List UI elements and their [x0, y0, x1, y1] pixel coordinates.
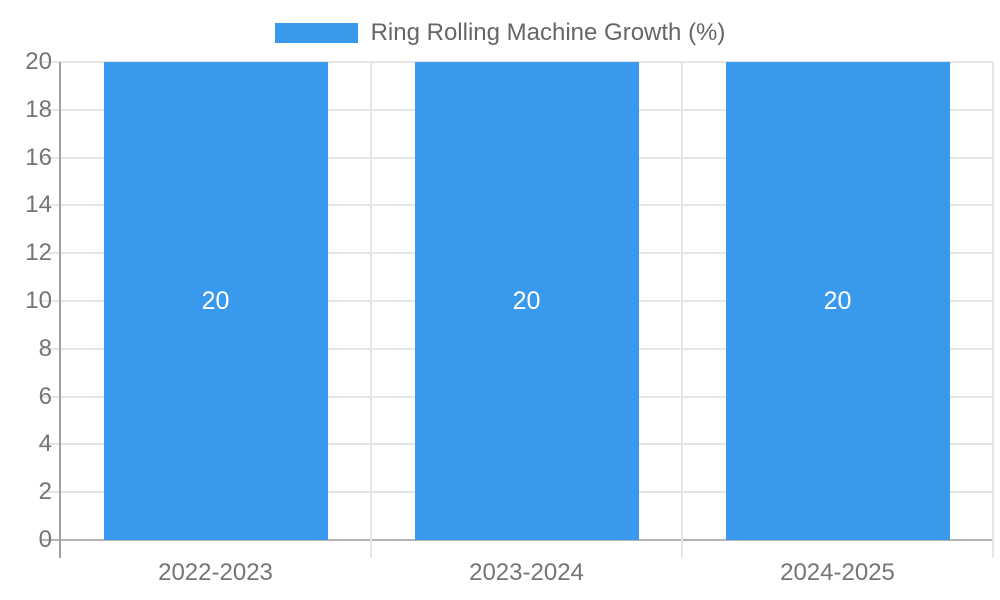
category-gridline [370, 62, 372, 558]
category-gridline [992, 62, 994, 558]
legend-swatch-icon [274, 23, 358, 43]
bar-value-label: 20 [201, 287, 230, 315]
y-tick-label: 18 [25, 95, 52, 123]
y-tick-label: 12 [25, 239, 52, 267]
category-gridline [681, 62, 683, 558]
chart-legend[interactable]: Ring Rolling Machine Growth (%) [0, 19, 1000, 47]
y-tick-label: 6 [38, 382, 52, 410]
y-tick-label: 2 [38, 478, 52, 506]
y-tick-label: 14 [25, 191, 52, 219]
bar-value-label: 20 [512, 287, 541, 315]
y-tick-label: 16 [25, 143, 52, 171]
y-tick-label: 8 [38, 334, 52, 362]
x-axis-label: 2022-2023 [158, 559, 273, 586]
bar[interactable] [414, 62, 639, 540]
y-axis-line [59, 62, 61, 558]
legend-label: Ring Rolling Machine Growth (%) [370, 19, 726, 46]
bar[interactable] [103, 62, 328, 540]
bar-value-label: 20 [823, 287, 852, 315]
x-axis-label: 2024-2025 [780, 559, 895, 586]
x-axis-label: 2023-2024 [469, 559, 584, 586]
y-tick-label: 20 [25, 48, 52, 75]
bar[interactable] [725, 62, 950, 540]
y-tick-label: 0 [38, 526, 52, 553]
y-tick-label: 10 [25, 287, 52, 314]
zero-gridline [42, 539, 993, 541]
y-tick-label: 4 [38, 430, 52, 458]
